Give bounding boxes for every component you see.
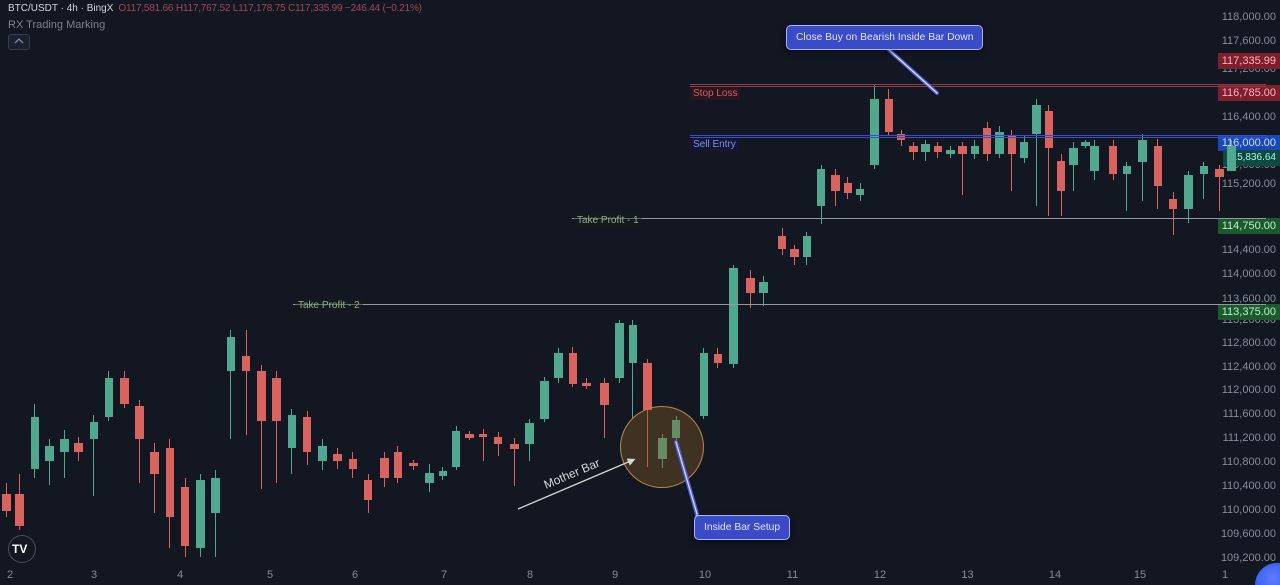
svg-text:TV: TV xyxy=(12,542,27,556)
